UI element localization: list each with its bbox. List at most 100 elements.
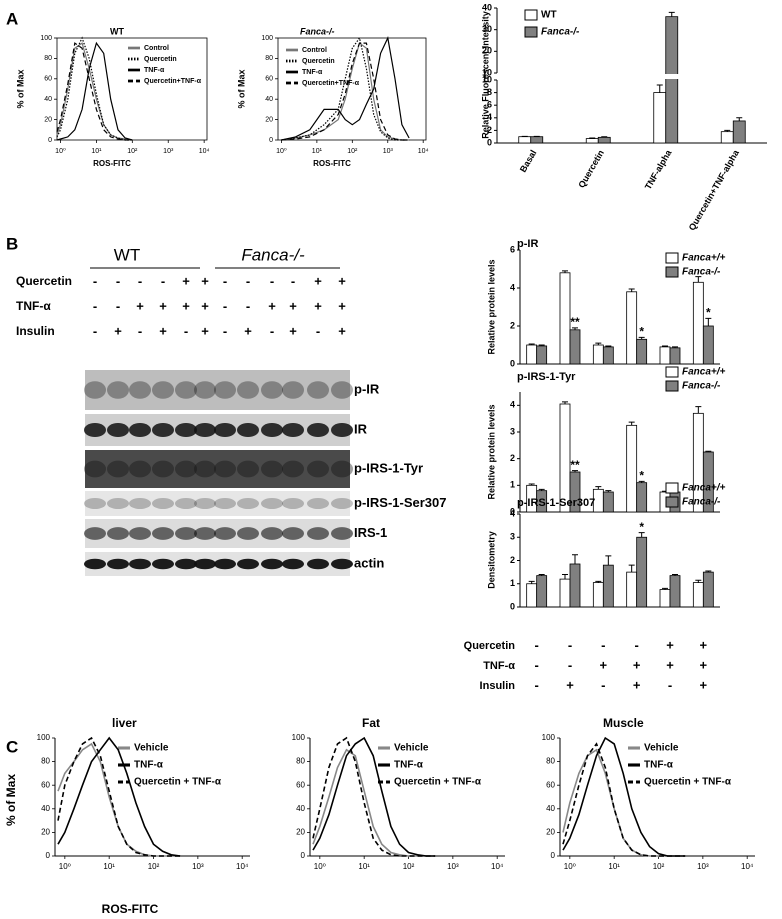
blot-band xyxy=(84,460,106,478)
blot-band xyxy=(107,527,129,540)
legend-label: TNF-α xyxy=(394,760,424,771)
treatment-sign: + xyxy=(201,323,209,338)
error-bar xyxy=(538,573,545,576)
legend-label: Quercetin xyxy=(302,58,335,65)
y-tick-label: 20 xyxy=(546,828,555,837)
error-bar xyxy=(562,401,568,404)
band-label: actin xyxy=(354,555,384,570)
treatment-sign: - xyxy=(634,637,638,652)
error-bar xyxy=(638,532,645,538)
y-tick-label: 100 xyxy=(292,733,306,742)
x-tick-label: 10⁴ xyxy=(199,148,210,155)
treatment-sign: + xyxy=(314,298,322,313)
legend-label: Quercetin + TNF-α xyxy=(134,777,222,788)
x-tick-label: 10² xyxy=(653,862,665,871)
error-bar xyxy=(572,554,578,564)
legend-swatch xyxy=(665,380,679,392)
treatment-sign: - xyxy=(223,298,227,313)
error-bar xyxy=(595,486,602,490)
x-tick-label: 10³ xyxy=(192,862,204,871)
x-tick-label: 10⁴ xyxy=(236,862,249,871)
treatment-sign: + xyxy=(566,677,574,692)
treatment-label: TNF-α xyxy=(16,299,51,313)
bar xyxy=(702,325,714,365)
chart-title: p-IRS-1-Tyr xyxy=(517,371,576,383)
y-tick-label: 100 xyxy=(40,35,52,42)
treatment-sign: + xyxy=(182,273,190,288)
legend-label: Vehicle xyxy=(394,743,429,754)
treatment-sign: + xyxy=(338,323,346,338)
blot-band xyxy=(107,381,129,399)
significance-mark: * xyxy=(639,520,644,534)
error-bar xyxy=(705,450,712,452)
y-tick-label: 2 xyxy=(487,125,492,135)
y-tick-label: 40 xyxy=(546,804,555,813)
y-tick-label: 60 xyxy=(44,76,52,83)
y-tick-label: 20 xyxy=(44,116,52,123)
significance-mark: * xyxy=(706,306,711,320)
x-tick-label: 10² xyxy=(127,148,138,155)
treatment-sign: - xyxy=(116,273,120,288)
treatment-sign: - xyxy=(93,273,97,288)
y-tick-label: 6 xyxy=(487,100,492,110)
treatment-sign: - xyxy=(116,298,120,313)
treatment-sign: - xyxy=(246,298,250,313)
blot-band xyxy=(282,460,304,478)
blot-band xyxy=(152,381,174,399)
blot-band xyxy=(261,422,283,438)
error-bar xyxy=(695,276,702,283)
y-tick-label: 2 xyxy=(510,453,515,463)
chart-title: Fat xyxy=(362,716,380,730)
histogram-line xyxy=(562,742,686,857)
y-tick-label: 80 xyxy=(41,757,50,766)
y-tick-label: 60 xyxy=(265,76,273,83)
legend-label: TNF-α xyxy=(302,69,323,76)
blot-band xyxy=(331,422,353,438)
y-tick-label: 10 xyxy=(482,74,492,84)
bar xyxy=(559,272,571,365)
y-tick-label: 80 xyxy=(265,55,273,62)
blot-band xyxy=(175,422,197,438)
y-tick-label: 3 xyxy=(510,532,515,542)
error-bar xyxy=(638,336,645,340)
chart-title: liver xyxy=(112,716,137,730)
legend-swatch xyxy=(524,9,538,21)
bar xyxy=(626,424,638,513)
blot-band xyxy=(307,558,329,570)
blot-band xyxy=(175,460,197,478)
blot-band xyxy=(129,460,151,478)
legend-swatch xyxy=(665,496,679,508)
treatment-sign: + xyxy=(201,273,209,288)
treatment-sign: + xyxy=(700,677,708,692)
blot-strip xyxy=(85,450,350,488)
y-tick-label: 100 xyxy=(261,35,273,42)
blot-band xyxy=(261,558,283,570)
treatment-sign: + xyxy=(159,323,167,338)
y-tick-label: 30 xyxy=(482,24,492,34)
error-bar xyxy=(562,270,568,273)
blot-band xyxy=(84,381,106,399)
legend-label: TNF-α xyxy=(134,760,164,771)
bar xyxy=(702,571,714,608)
legend-label: Fanca+/+ xyxy=(682,367,726,378)
y-tick-label: 40 xyxy=(41,804,50,813)
y-tick-label: 6 xyxy=(510,244,515,254)
error-bar xyxy=(528,580,535,584)
treatment-label: TNF-α xyxy=(483,660,515,672)
band-label: p-IRS-1-Tyr xyxy=(354,460,423,475)
error-bar xyxy=(628,421,635,426)
significance-mark: * xyxy=(639,469,644,483)
error-bar xyxy=(605,490,612,492)
treatment-sign: - xyxy=(316,323,320,338)
treatment-sign: - xyxy=(246,273,250,288)
error-bar xyxy=(705,570,712,573)
treatment-sign: + xyxy=(244,323,252,338)
bar xyxy=(636,338,648,365)
treatment-sign: + xyxy=(201,298,209,313)
treatment-sign: - xyxy=(291,273,295,288)
y-tick-label: 1 xyxy=(510,480,515,490)
chart-title: WT xyxy=(110,26,124,36)
error-bar xyxy=(668,11,675,17)
y-tick-label: 60 xyxy=(296,780,305,789)
blot-band xyxy=(307,498,329,509)
